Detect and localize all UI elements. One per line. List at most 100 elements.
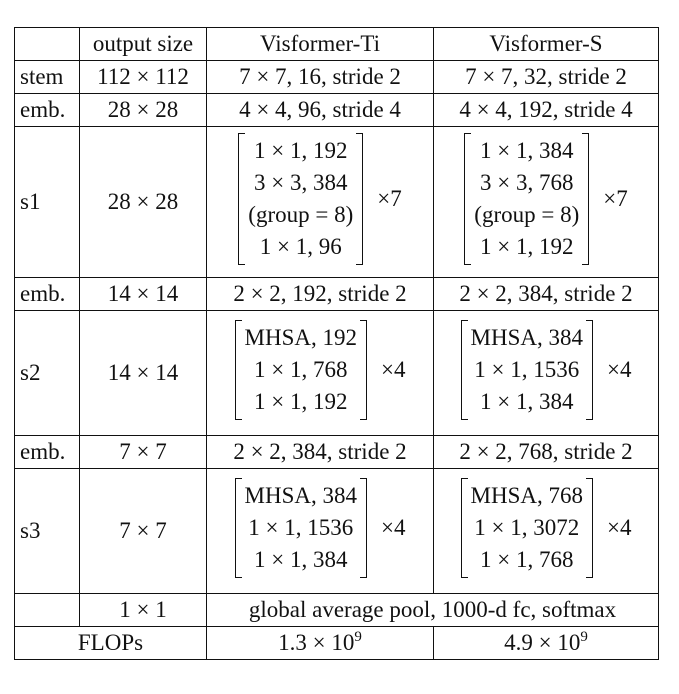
left-bracket [460, 319, 468, 420]
ti-cell: MHSA, 192 1 × 1, 768 1 × 1, 192 ×4 [206, 310, 434, 436]
matrix-row: 1 × 1, 3072 [474, 514, 580, 540]
flops-base: 1.3 × 10 [278, 629, 355, 655]
s-cell: 2 × 2, 768, stride 2 [433, 435, 659, 469]
stage-label: stem [14, 60, 80, 94]
matrix-row: (group = 8) [474, 201, 580, 227]
matrix-row: 1 × 1, 768 [480, 546, 574, 572]
matrix-row: MHSA, 192 [244, 324, 357, 350]
flops-label: FLOPs [14, 626, 207, 660]
architecture-table: output size Visformer-Ti Visformer-S ste… [14, 27, 659, 660]
output-size-cell: 28 × 28 [79, 126, 207, 278]
matrix-rows: MHSA, 768 1 × 1, 3072 1 × 1, 768 [468, 478, 586, 578]
matrix-row: 1 × 1, 768 [254, 356, 348, 382]
matrix-row: 3 × 3, 768 [480, 169, 574, 195]
left-bracket [234, 477, 242, 578]
row-emb-2: emb. 14 × 14 2 × 2, 192, stride 2 2 × 2,… [14, 277, 659, 311]
block-matrix: MHSA, 384 1 × 1, 1536 1 × 1, 384 ×4 [460, 319, 632, 420]
header-output-size: output size [79, 27, 207, 61]
bracket-group: MHSA, 384 1 × 1, 1536 1 × 1, 384 [460, 319, 593, 420]
header-row: output size Visformer-Ti Visformer-S [14, 27, 659, 61]
output-size-cell: 7 × 7 [79, 435, 207, 469]
block-matrix: 1 × 1, 384 3 × 3, 768 (group = 8) 1 × 1,… [464, 132, 628, 265]
matrix-row: 1 × 1, 192 [254, 137, 348, 163]
bracket-group: MHSA, 192 1 × 1, 768 1 × 1, 192 [234, 319, 367, 420]
stage-label: s1 [14, 126, 80, 278]
row-s1: s1 28 × 28 1 × 1, 192 3 × 3, 384 (group … [14, 126, 659, 278]
right-bracket [359, 319, 367, 420]
output-size-cell: 1 × 1 [79, 593, 207, 627]
ti-cell: MHSA, 384 1 × 1, 1536 1 × 1, 384 ×4 [206, 468, 434, 594]
right-bracket [356, 132, 364, 265]
block-matrix: 1 × 1, 192 3 × 3, 384 (group = 8) 1 × 1,… [238, 132, 402, 265]
matrix-row: 1 × 1, 1536 [474, 356, 580, 382]
row-flops: FLOPs 1.3 × 109 4.9 × 109 [14, 626, 659, 660]
stage-label: s2 [14, 310, 80, 436]
ti-cell: 4 × 4, 96, stride 4 [206, 93, 434, 127]
s-cell: 7 × 7, 32, stride 2 [433, 60, 659, 94]
row-head: 1 × 1 global average pool, 1000-d fc, so… [14, 593, 659, 627]
matrix-rows: MHSA, 192 1 × 1, 768 1 × 1, 192 [242, 320, 360, 420]
head-description: global average pool, 1000-d fc, softmax [206, 593, 659, 627]
matrix-row: (group = 8) [248, 201, 354, 227]
left-bracket [460, 477, 468, 578]
s-cell: 1 × 1, 384 3 × 3, 768 (group = 8) 1 × 1,… [433, 126, 659, 278]
repeat-count: ×7 [603, 185, 628, 211]
s-cell: MHSA, 384 1 × 1, 1536 1 × 1, 384 ×4 [433, 310, 659, 436]
matrix-rows: 1 × 1, 384 3 × 3, 768 (group = 8) 1 × 1,… [471, 133, 582, 265]
output-size-cell: 112 × 112 [79, 60, 207, 94]
matrix-row: 1 × 1, 192 [254, 388, 348, 414]
matrix-row: MHSA, 768 [470, 482, 583, 508]
row-stem: stem 112 × 112 7 × 7, 16, stride 2 7 × 7… [14, 60, 659, 94]
right-bracket [585, 319, 593, 420]
matrix-rows: 1 × 1, 192 3 × 3, 384 (group = 8) 1 × 1,… [245, 133, 356, 265]
s-cell: 2 × 2, 384, stride 2 [433, 277, 659, 311]
flops-value: 4.9 × 109 [504, 628, 588, 656]
matrix-row: 1 × 1, 384 [480, 388, 574, 414]
matrix-row: 1 × 1, 1536 [248, 514, 354, 540]
header-visformer-ti: Visformer-Ti [206, 27, 434, 61]
stage-label: emb. [14, 277, 80, 311]
bracket-group: MHSA, 384 1 × 1, 1536 1 × 1, 384 [234, 477, 367, 578]
repeat-count: ×7 [377, 185, 402, 211]
right-bracket [359, 477, 367, 578]
matrix-row: 1 × 1, 96 [259, 233, 342, 259]
matrix-rows: MHSA, 384 1 × 1, 1536 1 × 1, 384 [242, 478, 360, 578]
stage-label: emb. [14, 435, 80, 469]
row-s3: s3 7 × 7 MHSA, 384 1 × 1, 1536 1 × 1, 38… [14, 468, 659, 594]
ti-flops: 1.3 × 109 [206, 626, 434, 660]
s-flops: 4.9 × 109 [433, 626, 659, 660]
flops-base: 4.9 × 10 [504, 629, 581, 655]
output-size-cell: 7 × 7 [79, 468, 207, 594]
right-bracket [585, 477, 593, 578]
header-stage-cell [14, 27, 80, 61]
ti-cell: 2 × 2, 384, stride 2 [206, 435, 434, 469]
block-matrix: MHSA, 768 1 × 1, 3072 1 × 1, 768 ×4 [460, 477, 632, 578]
output-size-cell: 14 × 14 [79, 277, 207, 311]
block-matrix: MHSA, 192 1 × 1, 768 1 × 1, 192 ×4 [234, 319, 406, 420]
matrix-row: MHSA, 384 [244, 482, 357, 508]
matrix-row: 3 × 3, 384 [254, 169, 348, 195]
row-emb-3: emb. 7 × 7 2 × 2, 384, stride 2 2 × 2, 7… [14, 435, 659, 469]
ti-cell: 2 × 2, 192, stride 2 [206, 277, 434, 311]
stage-label [14, 593, 80, 627]
repeat-count: ×4 [380, 514, 406, 540]
left-bracket [238, 132, 246, 265]
flops-exponent: 9 [580, 628, 588, 645]
ti-cell: 7 × 7, 16, stride 2 [206, 60, 434, 94]
repeat-count: ×4 [380, 356, 406, 382]
stage-label: s3 [14, 468, 80, 594]
bracket-group: 1 × 1, 192 3 × 3, 384 (group = 8) 1 × 1,… [238, 132, 364, 265]
repeat-count: ×4 [606, 514, 632, 540]
output-size-cell: 28 × 28 [79, 93, 207, 127]
matrix-row: 1 × 1, 384 [480, 137, 574, 163]
matrix-row: 1 × 1, 192 [480, 233, 574, 259]
output-size-cell: 14 × 14 [79, 310, 207, 436]
matrix-row: 1 × 1, 384 [254, 546, 348, 572]
repeat-count: ×4 [606, 356, 632, 382]
left-bracket [234, 319, 242, 420]
stage-label: emb. [14, 93, 80, 127]
left-bracket [464, 132, 472, 265]
header-visformer-s: Visformer-S [433, 27, 659, 61]
flops-exponent: 9 [354, 628, 362, 645]
